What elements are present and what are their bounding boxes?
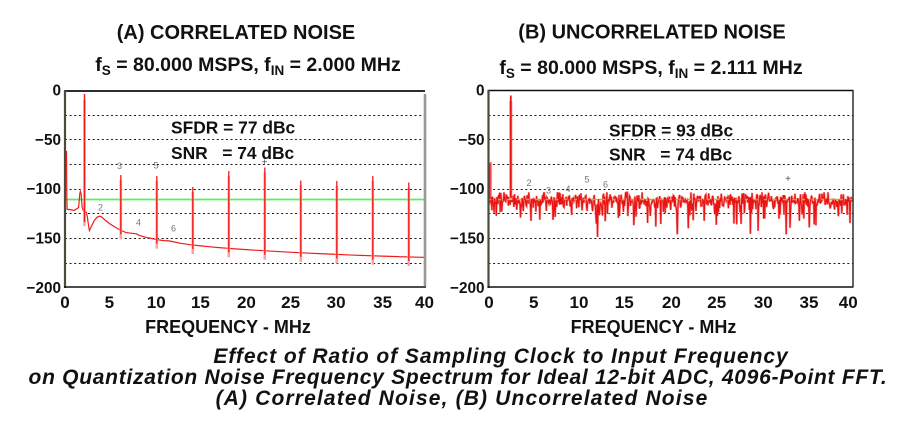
svg-text:on Quantization Noise Frequenc: on Quantization Noise Frequency Spectrum… xyxy=(29,366,888,389)
svg-text:15: 15 xyxy=(191,293,210,312)
svg-text:4: 4 xyxy=(565,184,570,194)
svg-text:(B) UNCORRELATED NOISE: (B) UNCORRELATED NOISE xyxy=(518,22,785,44)
svg-text:35: 35 xyxy=(800,293,819,312)
svg-text:0: 0 xyxy=(60,293,69,312)
svg-text:SFDR = 93 dBc: SFDR = 93 dBc xyxy=(609,121,734,141)
svg-text:3: 3 xyxy=(117,161,122,171)
svg-text:−150: −150 xyxy=(27,231,61,248)
svg-text:20: 20 xyxy=(662,293,681,312)
svg-text:fS = 80.000 MSPS, fIN = 2.111: fS = 80.000 MSPS, fIN = 2.111 MHz xyxy=(499,57,803,81)
svg-text:5: 5 xyxy=(105,293,114,312)
svg-text:+: + xyxy=(785,174,791,185)
svg-text:30: 30 xyxy=(754,293,773,312)
svg-text:3: 3 xyxy=(546,186,551,196)
svg-text:SNR = 74 dBc: SNR = 74 dBc xyxy=(609,145,733,165)
svg-text:20: 20 xyxy=(237,293,256,312)
svg-text:25: 25 xyxy=(707,293,726,312)
svg-text:−50: −50 xyxy=(35,132,61,149)
svg-text:−50: −50 xyxy=(459,132,485,149)
svg-text:5: 5 xyxy=(584,175,589,185)
svg-text:5: 5 xyxy=(529,293,538,312)
svg-text:6: 6 xyxy=(171,224,176,234)
svg-text:fS = 80.000 MSPS, fIN = 2.000: fS = 80.000 MSPS, fIN = 2.000 MHz xyxy=(95,54,401,78)
svg-text:(A) CORRELATED NOISE: (A) CORRELATED NOISE xyxy=(117,22,356,44)
svg-text:25: 25 xyxy=(281,293,300,312)
svg-text:0: 0 xyxy=(484,293,493,312)
svg-text:15: 15 xyxy=(615,293,634,312)
svg-text:10: 10 xyxy=(147,293,166,312)
svg-text:−200: −200 xyxy=(450,280,484,297)
svg-text:−100: −100 xyxy=(27,181,61,198)
svg-text:Effect of Ratio of Sampling Cl: Effect of Ratio of Sampling Clock to Inp… xyxy=(213,345,789,368)
svg-text:−150: −150 xyxy=(450,231,484,248)
svg-text:5: 5 xyxy=(153,161,158,171)
svg-text:SFDR = 77 dBc: SFDR = 77 dBc xyxy=(171,118,296,138)
svg-text:2: 2 xyxy=(98,203,103,213)
svg-text:−100: −100 xyxy=(450,181,484,198)
svg-text:FREQUENCY - MHz: FREQUENCY - MHz xyxy=(571,317,737,337)
svg-text:40: 40 xyxy=(839,293,858,312)
svg-text:2: 2 xyxy=(526,178,531,188)
svg-text:FREQUENCY - MHz: FREQUENCY - MHz xyxy=(145,317,311,337)
svg-text:35: 35 xyxy=(373,293,392,312)
svg-text:10: 10 xyxy=(570,293,589,312)
svg-text:30: 30 xyxy=(327,293,346,312)
svg-text:0: 0 xyxy=(52,83,61,100)
svg-text:0: 0 xyxy=(476,83,485,100)
svg-text:4: 4 xyxy=(136,218,141,228)
svg-text:6: 6 xyxy=(603,180,608,190)
svg-text:−200: −200 xyxy=(27,280,61,297)
svg-text:+: + xyxy=(262,158,268,169)
svg-text:(A) Correlated Noise, (B) Unco: (A) Correlated Noise, (B) Uncorrelated N… xyxy=(216,387,709,410)
svg-text:40: 40 xyxy=(415,293,434,312)
svg-text:SNR = 74 dBc: SNR = 74 dBc xyxy=(171,143,295,163)
